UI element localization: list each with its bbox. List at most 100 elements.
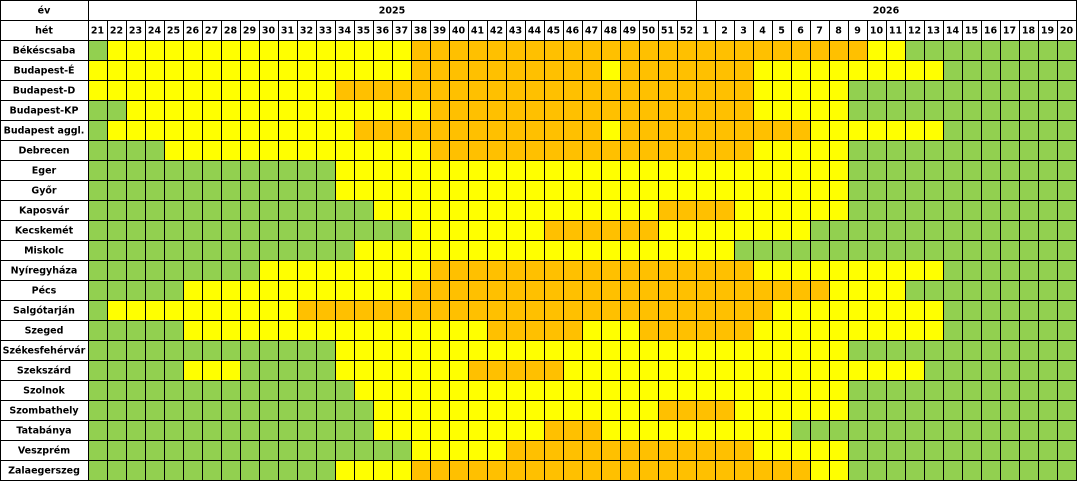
week-cell-status [449, 240, 469, 261]
week-cell-status [582, 40, 602, 61]
week-cell-status [316, 180, 336, 201]
week-cell-status [88, 120, 108, 141]
week-cell-status [487, 380, 507, 401]
week-cell-status [943, 420, 963, 441]
week-cell-status [981, 60, 1001, 81]
week-cell-status [544, 260, 564, 281]
week-cell-status [126, 260, 146, 281]
week-cell-status [810, 340, 830, 361]
week-cell-status [1000, 100, 1020, 121]
week-cell-status [943, 340, 963, 361]
week-cell-status [1019, 400, 1039, 421]
week-cell-status [791, 420, 811, 441]
week-cell-status [411, 300, 431, 321]
week-cell-status [278, 420, 298, 441]
week-cell-status [164, 280, 184, 301]
week-cell-status [791, 160, 811, 181]
week-cell-status [886, 160, 906, 181]
week-cell-status [943, 380, 963, 401]
week-cell-status [449, 60, 469, 81]
week-cell-status [620, 340, 640, 361]
week-cell-status [449, 40, 469, 61]
week-cell-status [639, 420, 659, 441]
week-cell-status [886, 400, 906, 421]
week-cell-status [297, 320, 317, 341]
week-cell-status [943, 40, 963, 61]
week-cell-status [487, 180, 507, 201]
week-cell-status [107, 220, 127, 241]
week-cell-status [943, 460, 963, 481]
week-cell-status [525, 80, 545, 101]
week-cell-status [582, 340, 602, 361]
week-cell-status [373, 100, 393, 121]
week-label: 49 [623, 26, 636, 37]
week-cell-status [411, 260, 431, 281]
week-cell-status [449, 100, 469, 121]
week-cell-status [316, 200, 336, 221]
week-cell-status [677, 320, 697, 341]
week-cell-status [487, 80, 507, 101]
week-cell-status [373, 340, 393, 361]
week-cell-status [924, 300, 944, 321]
week-cell-status [354, 340, 374, 361]
week-cell-status [240, 420, 260, 441]
week-cell-status [601, 440, 621, 461]
week-cell-status [449, 220, 469, 241]
week-cell-status [924, 280, 944, 301]
week-cell-status [126, 200, 146, 221]
week-cell-status [677, 40, 697, 61]
week-cell-status [715, 300, 735, 321]
week-cell-status [354, 240, 374, 261]
week-label: 16 [984, 26, 998, 37]
week-cell-status [544, 400, 564, 421]
week-cell-status [601, 420, 621, 441]
week-cell-status [563, 220, 583, 241]
week-cell-status [563, 240, 583, 261]
week-cell-status [316, 160, 336, 181]
week-cell-status [696, 420, 716, 441]
week-cell-status [601, 240, 621, 261]
week-cell-status [848, 400, 868, 421]
week-cell-status [316, 440, 336, 461]
week-cell-status [753, 420, 773, 441]
week-cell-status [658, 300, 678, 321]
week-cell-status [468, 100, 488, 121]
week-cell-status [867, 380, 887, 401]
week-cell-status [696, 140, 716, 161]
week-cell-status [715, 340, 735, 361]
week-cell-status [1038, 440, 1058, 461]
week-cell-status [183, 80, 203, 101]
week-cell-status [677, 300, 697, 321]
week-cell-status [316, 80, 336, 101]
week-cell-status [1000, 360, 1020, 381]
week-cell-status [430, 380, 450, 401]
week-cell-status [468, 300, 488, 321]
week-cell-status [601, 260, 621, 281]
week-cell-status [1000, 300, 1020, 321]
week-cell-status [962, 340, 982, 361]
week-cell-status [411, 220, 431, 241]
week-cell-status [164, 80, 184, 101]
week-cell-status [354, 220, 374, 241]
week-cell-status [791, 140, 811, 161]
week-cell-status [772, 260, 792, 281]
week-cell-status [639, 440, 659, 461]
week-cell-status [506, 380, 526, 401]
week-cell-status [468, 460, 488, 481]
week-cell-status [1038, 200, 1058, 221]
week-cell-status [240, 460, 260, 481]
week-cell-status [1019, 320, 1039, 341]
week-cell-status [145, 460, 165, 481]
week-cell-status [810, 300, 830, 321]
week-cell-status [715, 40, 735, 61]
week-cell-status [867, 120, 887, 141]
week-cell-status [354, 300, 374, 321]
week-cell-status [962, 60, 982, 81]
week-cell-status [259, 380, 279, 401]
week-cell-status [316, 420, 336, 441]
week-cell-status [240, 100, 260, 121]
week-cell-status [145, 60, 165, 81]
week-cell-status [487, 200, 507, 221]
week-cell-status [221, 400, 241, 421]
